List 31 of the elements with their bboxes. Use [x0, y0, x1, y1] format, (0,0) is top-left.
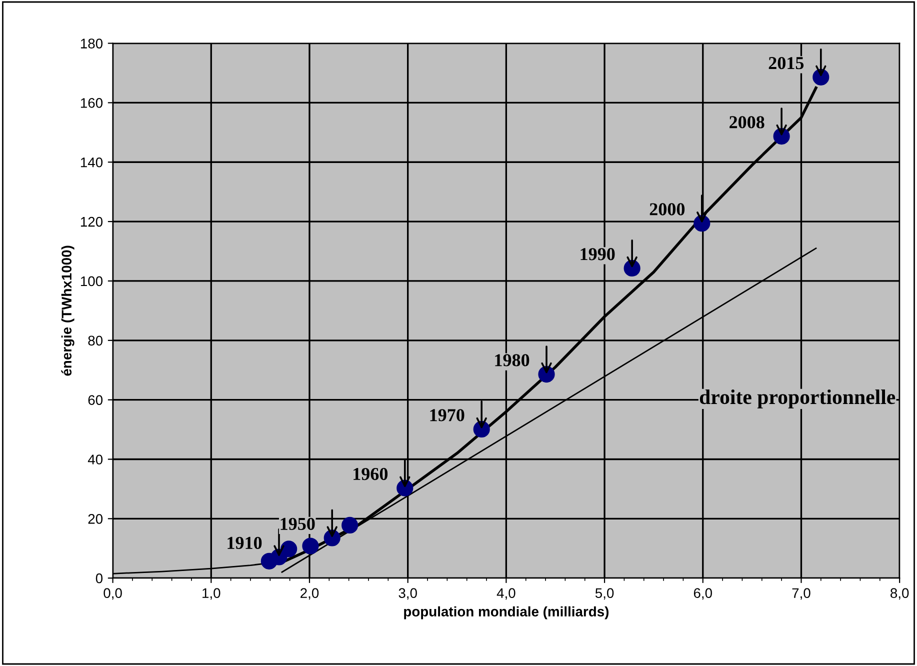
x-tick-label: 4,0 [496, 588, 516, 600]
x-tick-label: 8,0 [890, 588, 909, 600]
annotation: 1960 [354, 468, 388, 480]
y-tick-label: 120 [80, 216, 103, 227]
x-axis-title: population mondiale (milliards) [404, 606, 609, 620]
annotation: 1970 [430, 409, 464, 422]
annotation: droite proportionnelle [700, 389, 896, 408]
y-tick-label: 20 [88, 514, 103, 524]
annotation: 2015 [768, 56, 804, 70]
y-tick-label: 140 [80, 157, 103, 168]
annotation: 2000 [650, 203, 685, 216]
x-tick-label: 5,0 [595, 588, 614, 600]
annotation: 1910 [228, 536, 262, 550]
annotation: 2008 [730, 116, 764, 128]
y-tick-label: 160 [80, 98, 103, 108]
y-tick-label: 100 [80, 276, 103, 286]
y-tick-label: 60 [88, 395, 103, 405]
x-tick-label: 0,0 [104, 588, 122, 600]
annotation: 1990 [580, 248, 615, 260]
y-tick-label: 180 [80, 38, 103, 48]
y-tick-label: 40 [88, 454, 103, 464]
annotation: 1980 [495, 354, 530, 366]
y-tick-label: 0 [96, 573, 103, 584]
x-tick-label: 7,0 [792, 588, 810, 600]
y-axis-title: énergie (TWhx1000) [61, 246, 74, 376]
x-tick-label: 3,0 [398, 588, 417, 600]
x-tick-label: 6,0 [694, 588, 712, 600]
annotation: 1950 [280, 518, 315, 530]
x-tick-label: 2,0 [300, 588, 319, 600]
x-tick-label: 1,0 [202, 588, 220, 600]
y-tick-label: 80 [88, 336, 103, 346]
